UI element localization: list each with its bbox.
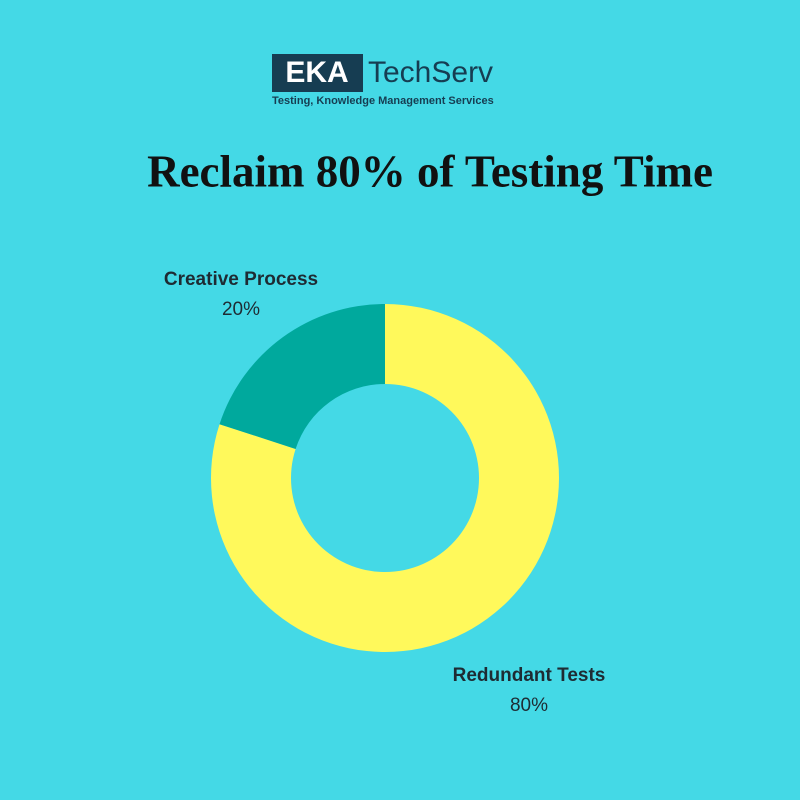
logo-tagline: Testing, Knowledge Management Services: [272, 95, 494, 107]
logo-box: [272, 54, 363, 92]
donut-slice: [219, 304, 385, 449]
slice-label: Creative Process: [164, 269, 318, 290]
logo-mark: EKA: [285, 56, 348, 89]
chart-title: Reclaim 80% of Testing Time: [147, 146, 713, 196]
logo-name: TechServ: [368, 56, 493, 89]
slice-value: 80%: [510, 695, 548, 716]
slice-value: 20%: [222, 299, 260, 320]
donut-slice: [210, 304, 559, 652]
slice-label: Redundant Tests: [453, 665, 606, 686]
